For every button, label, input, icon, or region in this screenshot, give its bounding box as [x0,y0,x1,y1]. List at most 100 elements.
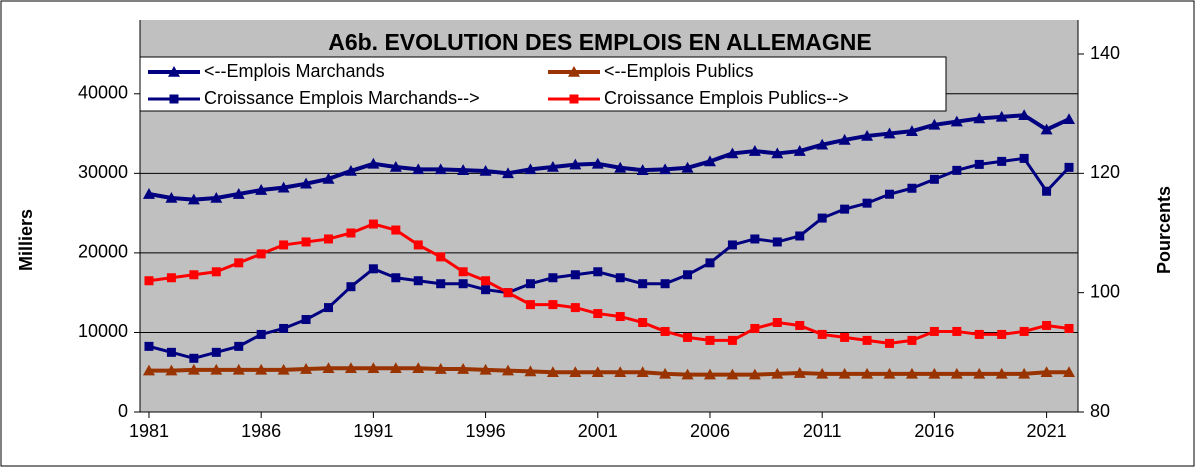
marks [142,109,1076,380]
marker [591,366,604,378]
marker [391,273,401,283]
marker [479,363,492,375]
marker [569,158,582,170]
marker [929,326,939,336]
marker [1018,109,1031,121]
marker [952,165,962,175]
marker [973,112,986,124]
legend-label: Croissance Emplois Publics--> [604,88,849,108]
marker [142,364,155,376]
y-tick-label: 30000 [78,162,128,182]
marker [659,367,672,379]
marker [838,133,851,145]
marker [301,315,311,325]
x-tick-label: 1996 [466,421,506,441]
marker [481,276,491,286]
marker [995,110,1008,122]
marker [413,240,423,250]
marker [840,332,850,342]
marker [928,118,941,130]
marker [502,364,515,376]
marker [569,366,582,378]
marker [816,138,829,150]
marker [928,367,941,379]
marker [569,94,579,104]
marker [883,127,896,139]
marker [211,267,221,277]
marker [346,282,356,292]
marker [817,213,827,223]
marker [457,164,470,175]
marker [615,312,625,322]
legend: <--Emplois Marchands <--Emplois Publics Cr… [139,56,947,112]
marker [568,66,580,77]
marker [772,318,782,327]
marker [210,363,223,375]
marker [950,367,963,379]
marker [907,183,917,193]
marker [1063,366,1076,378]
marker [165,191,178,203]
y2-tick-label: 120 [1090,162,1120,182]
marker [412,163,425,175]
marker [458,279,468,289]
marker [481,285,491,295]
marker [389,362,402,374]
marker [300,363,313,374]
x-tick-label: 2006 [690,421,730,441]
marker [391,225,401,235]
marker [703,155,716,167]
marker [255,184,268,195]
marker [816,367,829,379]
marker [479,164,492,176]
marker [905,125,918,136]
marker [974,159,984,169]
marker [683,270,693,280]
marker [187,193,200,205]
marker [840,204,850,214]
marker [434,163,447,175]
legend-label: <--Emplois Publics [604,61,754,81]
x-tick-label: 1991 [353,421,393,441]
marker [683,332,693,342]
marker [817,329,827,339]
marker [997,156,1007,166]
marker [614,366,627,378]
marker [905,367,918,379]
marker [750,323,760,333]
marker [750,234,760,244]
marker [142,188,155,199]
marker [1042,186,1052,196]
marker [771,147,784,159]
marker [502,167,515,179]
marker [413,276,423,286]
marker [279,323,289,333]
legend-box [139,56,947,112]
marker [436,252,446,262]
marker [570,303,580,313]
marker [524,365,537,377]
marker [952,326,962,336]
marker [525,279,535,289]
marker [660,326,670,336]
marker [748,145,761,156]
marker [1040,123,1053,135]
marker [861,129,874,141]
marker [277,363,290,375]
x-tick-label: 2021 [1027,421,1067,441]
marker [727,240,737,250]
marker [434,363,447,374]
marker [1018,367,1031,379]
marker [681,368,694,380]
x-tick-label: 2011 [803,421,842,441]
marker [144,341,154,351]
marker [793,367,806,378]
marker [1019,326,1029,336]
marker [346,228,356,238]
marker [973,367,986,379]
marker [659,163,672,175]
marker [144,276,154,286]
x-tick-label: 1986 [241,421,281,441]
marker [389,160,402,172]
marker [367,362,380,374]
